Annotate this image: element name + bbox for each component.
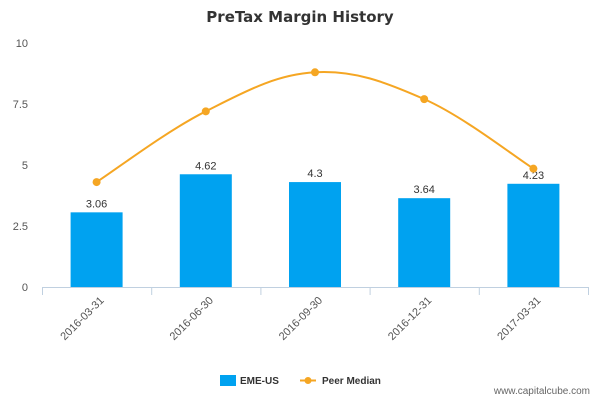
bar <box>398 198 451 287</box>
x-tick-label: 2017-03-31 <box>495 295 543 343</box>
y-tick-label: 10 <box>16 38 28 50</box>
legend-label-line: Peer Median <box>322 376 381 387</box>
legend-swatch-bar <box>220 375 236 386</box>
x-axis: 2016-03-31 2016-06-30 2016-09-30 2016-12-31… <box>42 287 589 343</box>
x-tick-label: 2016-03-31 <box>58 295 106 343</box>
bar-data-label: 3.64 <box>413 184 434 196</box>
peer-median-point <box>420 95 429 104</box>
bar <box>179 174 232 287</box>
source-credit: www.capitalcube.com <box>493 386 590 397</box>
legend: EME-US Peer Median <box>220 375 381 387</box>
y-tick-label: 2.5 <box>13 221 28 233</box>
peer-median-point <box>311 68 319 77</box>
bar <box>507 183 560 287</box>
y-axis: 0 2.5 5 7.5 10 <box>13 38 28 294</box>
x-tick-label: 2016-12-31 <box>386 295 434 343</box>
bar-series <box>70 174 560 287</box>
bar-data-labels: 3.06 4.62 4.3 3.64 4.23 <box>86 160 544 210</box>
peer-median-point <box>529 164 538 173</box>
bar <box>70 212 123 287</box>
chart-title: PreTax Margin History <box>206 8 394 26</box>
bar-data-label: 4.62 <box>195 160 216 172</box>
peer-median-point <box>201 107 210 116</box>
x-tick-label: 2016-09-30 <box>277 295 325 343</box>
peer-median-point <box>92 178 101 187</box>
y-tick-label: 0 <box>22 282 28 294</box>
bar-data-label: 3.06 <box>86 198 107 210</box>
y-tick-label: 5 <box>22 160 28 172</box>
bar <box>289 182 341 287</box>
x-tick-label: 2016-06-30 <box>168 295 216 343</box>
legend-marker-line <box>304 377 312 384</box>
peer-median-line <box>96 71 534 183</box>
line-series <box>92 68 538 187</box>
legend-label-bar: EME-US <box>240 376 279 387</box>
bar-data-label: 4.23 <box>523 170 544 182</box>
bar-data-label: 4.3 <box>307 168 322 180</box>
y-tick-label: 7.5 <box>13 99 28 111</box>
